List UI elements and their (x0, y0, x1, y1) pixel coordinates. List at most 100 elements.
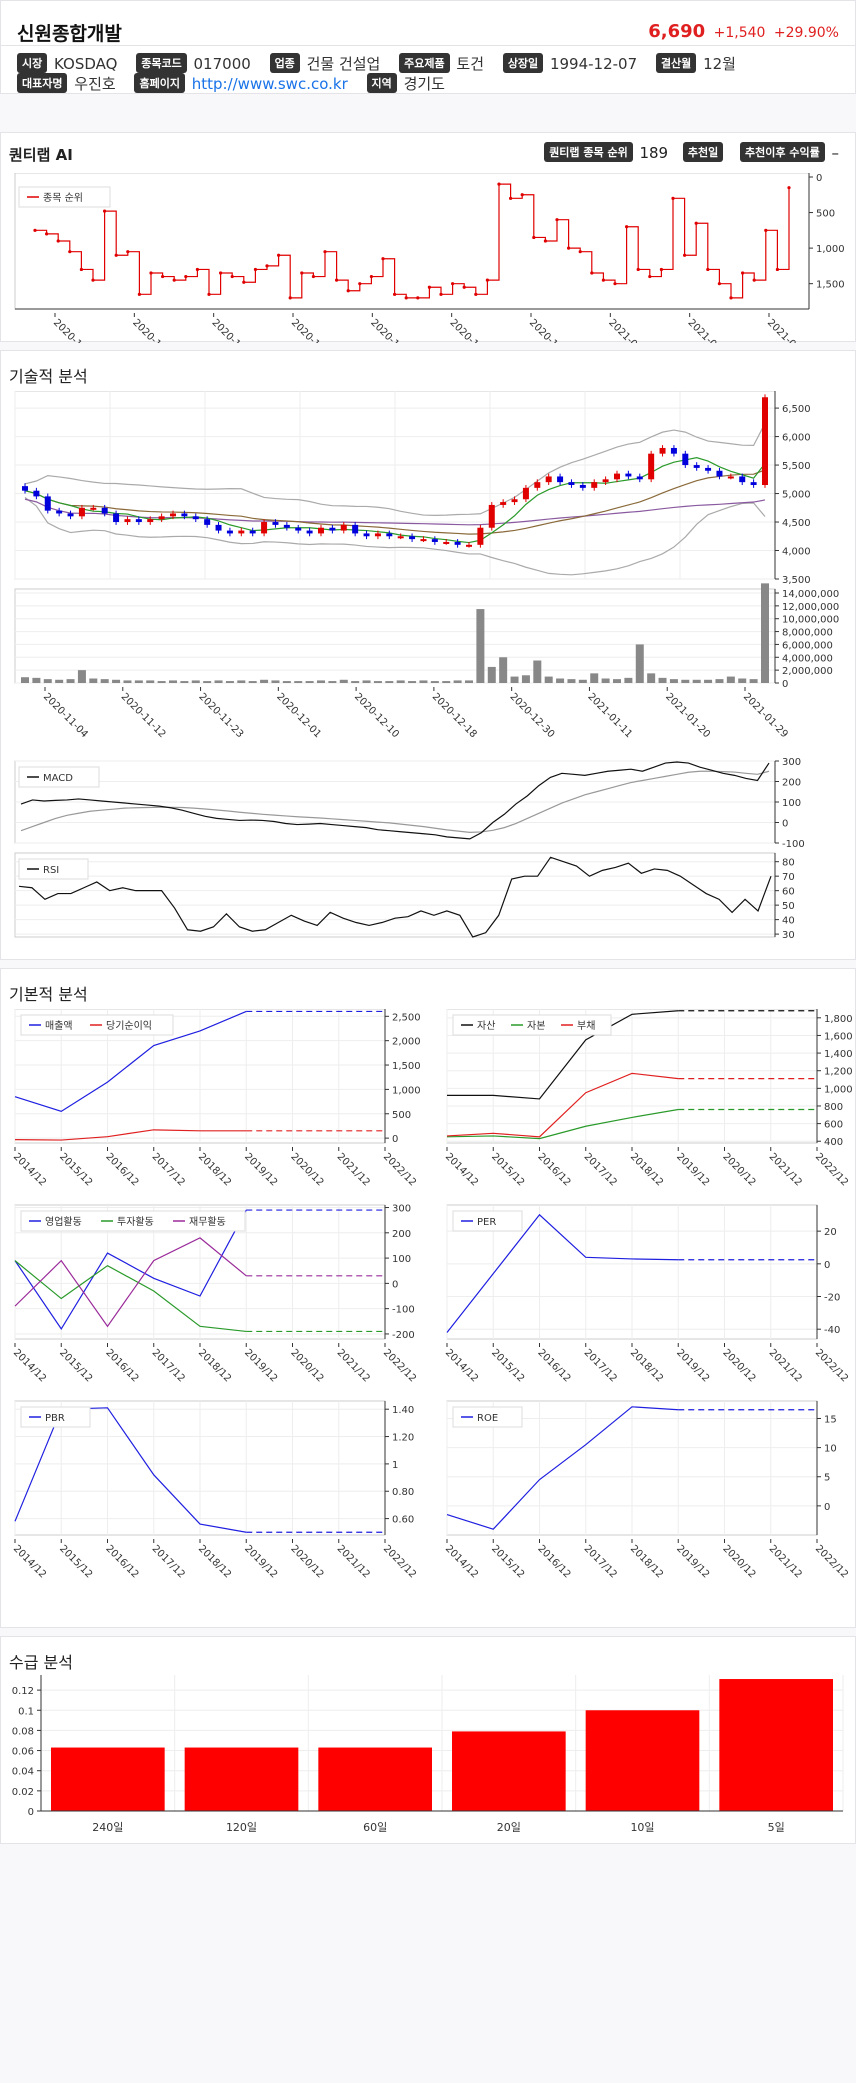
rsi-legend-label: RSI (43, 865, 59, 876)
ceo-tag: 대표자명 (17, 73, 68, 93)
volume-bar (635, 644, 644, 683)
fin2-legend-box (452, 1014, 612, 1036)
fin3-x-tick-label: 2014/12 (11, 1347, 48, 1384)
fin1-y-tick-label: 0 (392, 1134, 398, 1145)
candle-body (318, 527, 324, 534)
candle-body (272, 522, 279, 525)
per-x-tick-label: 2020/12 (720, 1347, 757, 1384)
rank-point (195, 267, 199, 272)
candle-body (249, 530, 256, 534)
rank-x-tick-label: 2020-12-10 (368, 317, 417, 343)
per-x-tick-label: 2015/12 (489, 1347, 526, 1384)
volume-bar (567, 679, 576, 683)
pbr-series-line (14, 1407, 247, 1533)
volume-y-tick-label: 2,000,000 (782, 666, 833, 677)
macd-y-tick-label: 300 (782, 757, 801, 768)
rank-point (520, 193, 524, 197)
fin3-y-tick-label: 200 (392, 1229, 411, 1240)
volume-bar (385, 681, 394, 683)
fin3-x-tick-label: 2018/12 (196, 1347, 233, 1384)
rec-date-tag: 추천일 (682, 142, 724, 162)
pbr-legend-label: PBR (45, 1413, 65, 1424)
supply-x-tick-label: 60일 (363, 1820, 387, 1834)
price-change: +1,540 (713, 25, 766, 41)
rank-frame (14, 173, 810, 310)
homepage-tag: 홈페이지 (134, 73, 185, 93)
candle-body (340, 524, 347, 531)
pbr-x-tick-label: 2019/12 (242, 1543, 279, 1580)
volume-bar (21, 677, 29, 683)
fin1-y-tick-label: 500 (392, 1110, 411, 1121)
volume-bar (43, 679, 52, 683)
ai-meta: 퀀티랩 종목 순위 189 추천일 추천이후 수익률 – (534, 142, 839, 162)
price-y-tick-label: 5,500 (782, 461, 811, 472)
candle-body (329, 527, 336, 531)
rank-point (346, 289, 350, 293)
fin1-y-tick-label: 2,500 (392, 1012, 421, 1023)
candle-body (636, 476, 643, 480)
supply-chart: 0 0.02 0.04 0.06 0.08 0.1 0.12 240일 120일 60일 20일 10… (12, 1675, 844, 1834)
pbr-x-tick-label: 2015/12 (57, 1543, 94, 1580)
volume-bar (271, 680, 280, 683)
roe-x-tick-label: 2022/12 (813, 1543, 850, 1580)
rsi-y-tick-label: 30 (782, 930, 795, 941)
ai-title: 퀀티랩 AI (9, 146, 73, 164)
price-x-tick-label: 2021-01-11 (585, 691, 634, 740)
fin2-x-tick-label: 2021/12 (767, 1151, 804, 1188)
volume-bar (214, 680, 223, 683)
candle-body (568, 482, 575, 485)
rsi-y-tick-label: 80 (782, 858, 795, 869)
per-legend-label: PER (477, 1217, 496, 1228)
volume-bar (351, 681, 360, 683)
ma-long (24, 498, 766, 526)
rank-point (416, 296, 420, 300)
rank-point (149, 271, 153, 275)
rank-point (323, 250, 327, 254)
rank-point (752, 278, 756, 282)
candle-body (522, 487, 529, 500)
rank-x-tick-label: 2021-01-11 (606, 317, 655, 343)
supply-x-tick-label: 240일 (92, 1820, 123, 1834)
fin2-x-tick-label: 2016/12 (535, 1151, 572, 1188)
volume-bar (237, 680, 246, 683)
per-x-tick-label: 2022/12 (813, 1347, 850, 1384)
rsi-y-tick-label: 60 (782, 887, 795, 898)
fin3-x-tick-label: 2017/12 (150, 1347, 187, 1384)
fin1-legend-label: 매출액 (45, 1020, 73, 1032)
pbr-y-tick-label: 1 (392, 1460, 398, 1471)
fin3-y-tick-label: -200 (392, 1330, 415, 1341)
macd-y-tick-label: 0 (782, 819, 788, 830)
candle-body (511, 499, 518, 503)
volume-bar (123, 680, 132, 683)
candle-body (579, 485, 586, 488)
rank-y-tick-label: 1,000 (816, 244, 845, 255)
volume-bar (761, 583, 769, 683)
fin3-x-tick-label: 2022/12 (381, 1347, 418, 1384)
rank-point (625, 225, 629, 229)
fin2-x-tick-label: 2015/12 (489, 1151, 526, 1188)
candle-body (614, 473, 620, 480)
fin2-y-tick-label: 1,000 (824, 1084, 853, 1095)
volume-bar (100, 679, 109, 683)
fin3-series-line (14, 1209, 247, 1330)
candle-body (101, 507, 108, 514)
rank-point (300, 271, 304, 275)
rank-point (277, 253, 281, 257)
homepage-link[interactable]: http://www.swc.co.kr (191, 75, 348, 93)
rank-point (311, 274, 315, 279)
supply-y-tick-label: 0.06 (12, 1747, 34, 1758)
roe-y-tick-label: 15 (824, 1414, 837, 1425)
price-block: 6,690 +1,540 +29.90% (648, 21, 839, 42)
candle-body (443, 541, 450, 544)
candle-body (261, 522, 268, 534)
volume-bar (613, 679, 621, 683)
rank-point (775, 267, 780, 272)
rank-point (462, 285, 466, 289)
fin1-x-tick-label: 2021/12 (335, 1151, 372, 1188)
volume-bar (510, 676, 519, 683)
fin2-y-tick-label: 1,600 (824, 1031, 853, 1042)
listed-value: 1994-12-07 (549, 55, 638, 73)
per-y-tick-label: 0 (824, 1260, 830, 1271)
rank-point (265, 264, 269, 268)
volume-bar (89, 678, 98, 683)
